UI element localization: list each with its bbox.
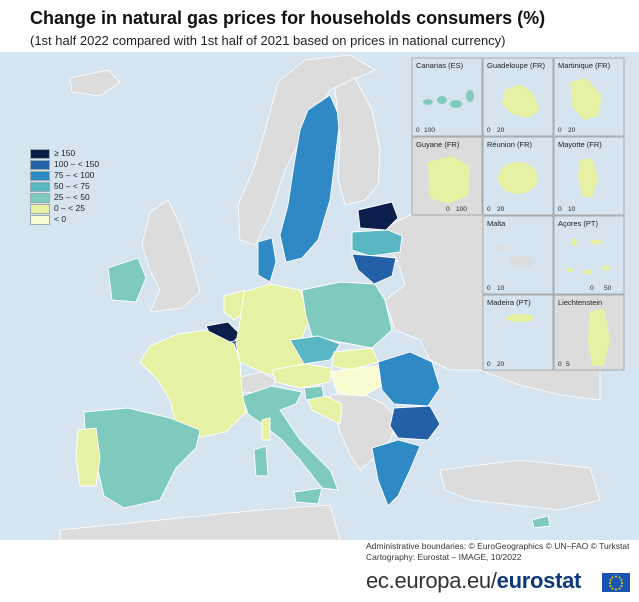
legend-swatch: [30, 181, 50, 192]
country-croatia: [307, 395, 343, 425]
eu-countries: [75, 77, 551, 529]
country-romania: [377, 351, 441, 407]
inset-martinique-scale-end: 20: [568, 127, 576, 134]
legend-swatch: [30, 159, 50, 170]
legend-row: 50 – < 75: [30, 181, 99, 192]
credits-cartography: Cartography: Eurostat – IMAGE, 10/2022: [366, 552, 522, 562]
europe-map: Canarias (ES) 0 100 Guadeloupe (FR) 0 20…: [0, 52, 639, 540]
legend-swatch: [30, 170, 50, 181]
inset-mayotte-label: Mayotte (FR): [558, 140, 602, 149]
legend-label: 0 – < 25: [54, 203, 85, 213]
inset-madeira-scale-end: 20: [497, 361, 505, 368]
country-ireland: [107, 257, 147, 303]
credits: Administrative boundaries: © EuroGeograp…: [366, 541, 630, 563]
country-sardinia: [253, 445, 269, 477]
legend-row: 75 – < 100: [30, 170, 99, 181]
inset-martinique-scale-start: 0: [558, 127, 562, 134]
north-africa: [59, 504, 341, 540]
country-france: [139, 329, 247, 439]
inset-guyane-scale-end: 100: [456, 206, 467, 213]
inset-liechtenstein: Liechtenstein 0 5: [553, 294, 625, 371]
legend-label: 25 – < 50: [54, 192, 90, 202]
country-denmark: [257, 237, 277, 283]
map-subtitle: (1st half 2022 compared with 1st half of…: [30, 33, 506, 48]
inset-liechtenstein-label: Liechtenstein: [558, 298, 602, 307]
country-latvia: [351, 229, 403, 257]
inset-malta-scale-end: 10: [497, 285, 505, 292]
inset-reunion-scale-end: 20: [497, 206, 505, 213]
legend-swatch: [30, 192, 50, 203]
inset-canarias-scale-start: 0: [416, 127, 420, 134]
inset-acores-scale-start: 0: [590, 285, 594, 292]
country-greece: [371, 439, 421, 507]
inset-guyane-label: Guyane (FR): [416, 140, 460, 149]
legend-row: 100 – < 150: [30, 159, 99, 170]
inset-madeira-scale-start: 0: [487, 361, 491, 368]
inset-madeira: Madeira (PT) 0 20: [482, 294, 554, 371]
inset-malta-label: Malta: [487, 219, 506, 228]
country-austria: [271, 363, 333, 389]
inset-canarias-label: Canarias (ES): [416, 61, 464, 70]
inset-liechtenstein-scale-end: 5: [566, 361, 570, 368]
inset-mayotte-scale-end: 10: [568, 206, 576, 213]
country-estonia: [357, 201, 399, 231]
inset-mayotte-scale-start: 0: [558, 206, 562, 213]
inset-madeira-label: Madeira (PT): [487, 298, 531, 307]
iceland: [69, 69, 121, 97]
norway: [237, 54, 376, 246]
legend-label: 75 – < 100: [54, 170, 95, 180]
credits-boundaries: Administrative boundaries: © EuroGeograp…: [366, 541, 630, 551]
legend-row: ≥ 150: [30, 148, 99, 159]
legend: ≥ 150 100 – < 150 75 – < 100 50 – < 75 2…: [30, 148, 99, 225]
legend-label: ≥ 150: [54, 148, 76, 158]
legend-swatch: [30, 148, 50, 159]
inset-martinique-label: Martinique (FR): [558, 61, 611, 70]
inset-acores-label: Açores (PT): [558, 219, 599, 228]
legend-row: < 0: [30, 214, 99, 225]
inset-reunion-label: Réunion (FR): [487, 140, 533, 149]
inset-guadeloupe-label: Guadeloupe (FR): [487, 61, 545, 70]
legend-row: 0 – < 25: [30, 203, 99, 214]
legend-label: 50 – < 75: [54, 181, 90, 191]
country-lithuania: [351, 253, 397, 285]
footer-brand: eurostat: [496, 568, 582, 593]
inset-martinique: Martinique (FR) 0 20: [553, 57, 625, 137]
inset-acores: Açores (PT) 0 50: [553, 215, 625, 295]
country-slovakia: [331, 347, 379, 371]
inset-guadeloupe-scale-start: 0: [487, 127, 491, 134]
legend-swatch: [30, 203, 50, 214]
inset-reunion: Réunion (FR) 0 20: [482, 136, 554, 216]
united-kingdom: [141, 199, 201, 313]
inset-malta: Malta 0 10: [482, 215, 554, 295]
inset-guadeloupe-scale-end: 20: [497, 127, 505, 134]
country-bulgaria: [389, 405, 441, 441]
country-corsica: [261, 417, 271, 441]
inset-liechtenstein-scale-start: 0: [558, 361, 562, 368]
legend-label: 100 – < 150: [54, 159, 100, 169]
country-sicily: [293, 487, 323, 505]
inset-malta-scale-start: 0: [487, 285, 491, 292]
inset-guyane: Guyane (FR) 0 100: [411, 136, 483, 216]
footer-domain: ec.europa.eu/: [366, 568, 497, 593]
country-cyprus: [531, 515, 551, 529]
country-finland: [334, 77, 381, 206]
inset-guadeloupe: Guadeloupe (FR) 0 20: [482, 57, 554, 137]
inset-canarias: Canarias (ES) 0 100: [411, 57, 483, 137]
country-poland: [301, 281, 393, 349]
map-title: Change in natural gas prices for househo…: [30, 8, 546, 28]
legend-swatch: [30, 214, 50, 225]
inset-guyane-scale-start: 0: [446, 206, 450, 213]
insets: Canarias (ES) 0 100 Guadeloupe (FR) 0 20…: [411, 57, 625, 371]
legend-label: < 0: [54, 214, 67, 224]
eu-flag-icon: [602, 573, 630, 592]
inset-acores-scale-end: 50: [604, 285, 612, 292]
turkey: [439, 459, 601, 511]
legend-row: 25 – < 50: [30, 192, 99, 203]
eurostat-footer-link[interactable]: ec.europa.eu/eurostat: [366, 568, 581, 594]
inset-canarias-scale-end: 100: [424, 127, 435, 134]
inset-reunion-scale-start: 0: [487, 206, 491, 213]
country-portugal: [75, 427, 101, 487]
inset-mayotte: Mayotte (FR) 0 10: [553, 136, 625, 216]
